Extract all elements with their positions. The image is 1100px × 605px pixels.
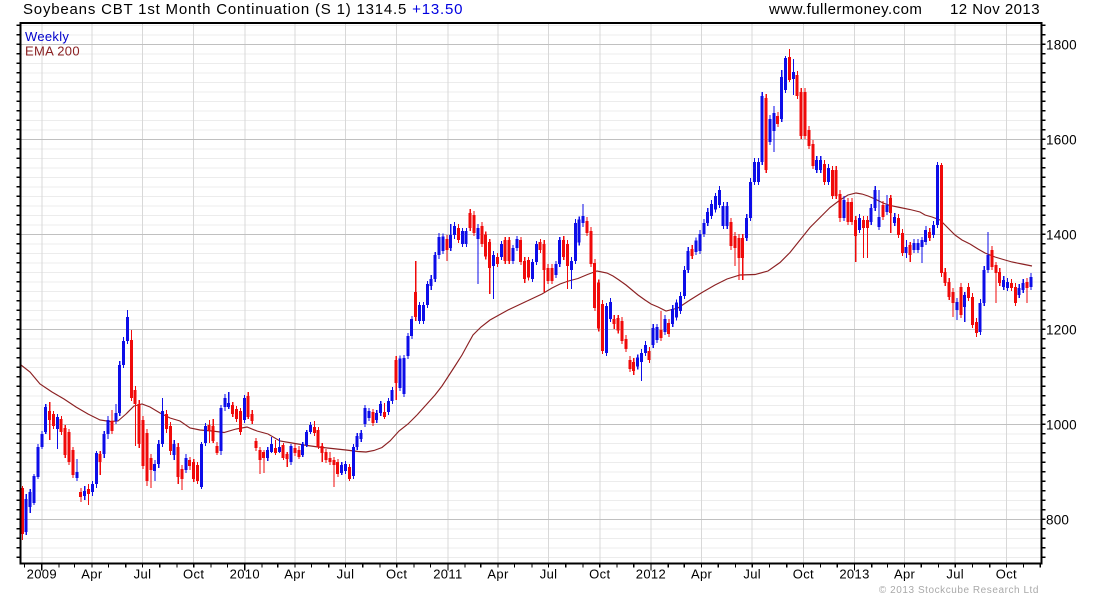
svg-text:2009: 2009 (27, 567, 57, 582)
svg-text:Apr: Apr (487, 567, 509, 582)
svg-text:1200: 1200 (1046, 323, 1077, 338)
svg-text:2010: 2010 (230, 567, 260, 582)
svg-text:800: 800 (1046, 513, 1069, 528)
svg-text:2013: 2013 (839, 567, 869, 582)
svg-text:Apr: Apr (81, 567, 103, 582)
svg-text:Jul: Jul (134, 567, 152, 582)
svg-text:Oct: Oct (996, 567, 1017, 582)
svg-text:Oct: Oct (386, 567, 407, 582)
svg-text:Jul: Jul (946, 567, 964, 582)
svg-text:© 2013 Stockcube Research Ltd: © 2013 Stockcube Research Ltd (879, 585, 1039, 596)
svg-text:1400: 1400 (1046, 228, 1077, 243)
svg-text:Jul: Jul (337, 567, 355, 582)
svg-text:Jul: Jul (743, 567, 761, 582)
svg-text:Weekly: Weekly (25, 29, 69, 44)
svg-text:Apr: Apr (894, 567, 916, 582)
svg-text:1000: 1000 (1046, 418, 1077, 433)
svg-text:1600: 1600 (1046, 133, 1077, 148)
svg-text:Oct: Oct (589, 567, 610, 582)
svg-text:1800: 1800 (1046, 38, 1077, 53)
svg-text:EMA 200: EMA 200 (25, 44, 80, 59)
svg-text:Apr: Apr (284, 567, 306, 582)
svg-text:2011: 2011 (433, 567, 462, 582)
svg-text:2012: 2012 (636, 567, 666, 582)
svg-text:Apr: Apr (691, 567, 713, 582)
svg-text:Oct: Oct (793, 567, 814, 582)
svg-text:Oct: Oct (183, 567, 204, 582)
svg-text:Jul: Jul (540, 567, 558, 582)
